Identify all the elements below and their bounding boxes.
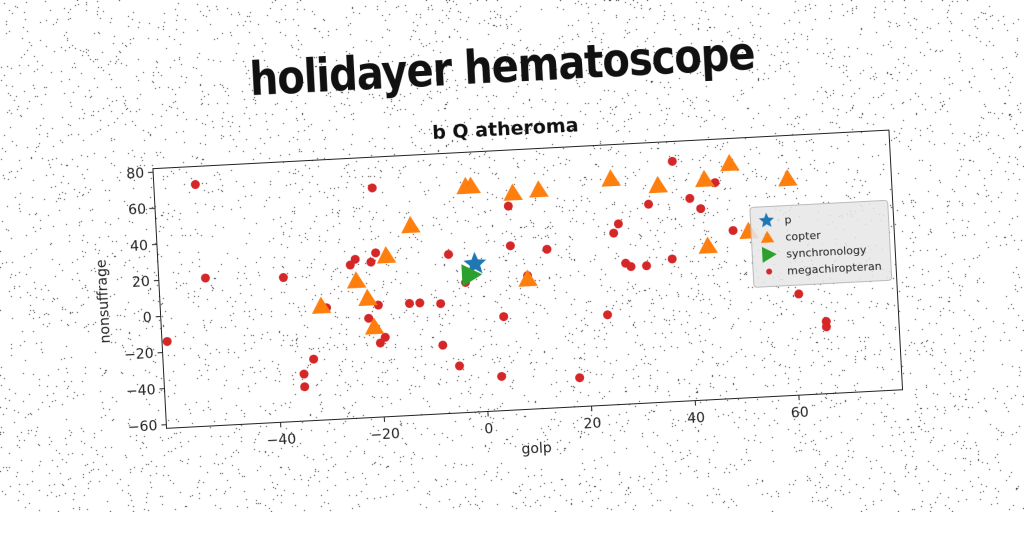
point-copter bbox=[346, 271, 366, 289]
legend-label-p: p bbox=[784, 213, 792, 226]
point-megachiropteran bbox=[405, 299, 414, 308]
point-megachiropteran bbox=[609, 228, 618, 237]
point-megachiropteran bbox=[685, 194, 694, 203]
x-tick-label: 40 bbox=[687, 410, 706, 427]
point-megachiropteran bbox=[455, 361, 464, 370]
point-copter bbox=[601, 169, 621, 187]
point-megachiropteran bbox=[642, 261, 651, 270]
y-tick-label: 20 bbox=[132, 274, 151, 291]
point-copter bbox=[648, 175, 668, 193]
point-megachiropteran bbox=[366, 257, 375, 266]
point-megachiropteran bbox=[497, 372, 506, 381]
point-copter bbox=[400, 215, 420, 233]
y-tick-label: −60 bbox=[127, 418, 157, 436]
y-tick-label: 0 bbox=[142, 310, 152, 326]
point-copter bbox=[694, 169, 714, 187]
point-megachiropteran bbox=[794, 289, 803, 298]
point-megachiropteran bbox=[506, 241, 515, 250]
point-megachiropteran bbox=[644, 199, 653, 208]
point-megachiropteran bbox=[162, 337, 171, 346]
point-megachiropteran bbox=[575, 373, 584, 382]
point-copter bbox=[528, 180, 548, 198]
y-tick-label: 60 bbox=[128, 202, 147, 219]
point-megachiropteran bbox=[299, 369, 308, 378]
point-megachiropteran bbox=[499, 312, 508, 321]
point-megachiropteran bbox=[201, 273, 210, 282]
point-megachiropteran bbox=[667, 254, 676, 263]
point-copter bbox=[698, 236, 718, 254]
point-megachiropteran bbox=[191, 180, 200, 189]
point-megachiropteran bbox=[614, 219, 623, 228]
point-megachiropteran bbox=[415, 298, 424, 307]
x-tick-label: 60 bbox=[790, 405, 809, 422]
point-megachiropteran bbox=[371, 248, 380, 257]
point-copter bbox=[503, 183, 523, 201]
point-megachiropteran bbox=[696, 204, 705, 213]
point-copter bbox=[719, 154, 739, 172]
point-megachiropteran bbox=[504, 201, 513, 210]
point-megachiropteran bbox=[309, 354, 318, 363]
x-tick-label: −40 bbox=[266, 432, 296, 450]
point-megachiropteran bbox=[279, 273, 288, 282]
x-tick-label: −20 bbox=[370, 426, 400, 444]
y-tick-label: 80 bbox=[126, 166, 145, 183]
point-megachiropteran bbox=[300, 382, 309, 391]
point-megachiropteran bbox=[728, 226, 737, 235]
y-tick-label: −20 bbox=[124, 346, 154, 364]
point-megachiropteran bbox=[436, 299, 445, 308]
point-copter bbox=[357, 288, 377, 306]
data-points bbox=[154, 147, 833, 404]
point-megachiropteran bbox=[603, 310, 612, 319]
point-copter bbox=[517, 269, 537, 287]
y-axis-label: nonsuffrage bbox=[94, 259, 114, 344]
point-copter bbox=[777, 169, 797, 187]
point-megachiropteran bbox=[542, 245, 551, 254]
x-tick-label: 20 bbox=[583, 416, 602, 433]
legend-label-copter: copter bbox=[785, 229, 821, 244]
x-axis-label: golp bbox=[521, 440, 552, 458]
y-tick-label: −40 bbox=[126, 382, 156, 400]
point-megachiropteran bbox=[438, 340, 447, 349]
point-megachiropteran bbox=[668, 157, 677, 166]
x-tick-label: 0 bbox=[484, 421, 494, 437]
y-tick-label: 40 bbox=[130, 238, 149, 255]
point-megachiropteran bbox=[368, 183, 377, 192]
point-megachiropteran bbox=[444, 250, 453, 259]
